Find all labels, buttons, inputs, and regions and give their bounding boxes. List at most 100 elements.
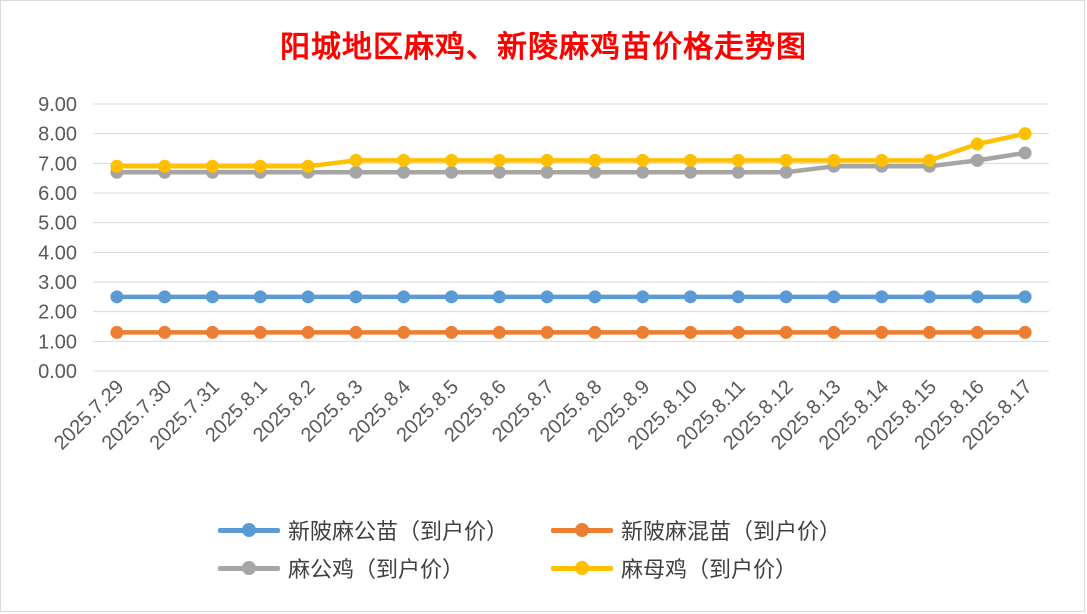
data-point <box>301 325 315 339</box>
data-point <box>684 325 697 339</box>
data-point <box>397 290 411 304</box>
data-point <box>492 325 506 339</box>
data-point <box>731 165 745 179</box>
data-point <box>540 153 554 167</box>
data-point <box>492 290 506 304</box>
data-point <box>445 153 458 167</box>
data-point <box>206 325 219 339</box>
legend-label: 新陂麻混苗（到户价） <box>621 520 842 545</box>
data-point <box>636 325 650 339</box>
data-point <box>492 165 506 179</box>
data-point <box>923 153 936 167</box>
legend-swatch-icon <box>218 520 280 540</box>
series-4 <box>110 127 1032 173</box>
data-point <box>540 325 554 339</box>
data-point <box>492 153 506 167</box>
data-point <box>158 325 172 339</box>
data-point <box>445 165 458 179</box>
legend-item-series-3[interactable]: 麻公鸡（到户价） <box>218 550 464 586</box>
data-point <box>397 153 411 167</box>
y-tick-label: 2.00 <box>38 302 77 324</box>
data-point <box>636 165 650 179</box>
data-point <box>206 290 219 304</box>
y-tick-label: 7.00 <box>38 153 77 175</box>
legend-label: 麻公鸡（到户价） <box>288 558 465 583</box>
legend-label: 新陂麻公苗（到户价） <box>288 520 509 545</box>
series-line <box>114 131 1028 169</box>
data-point <box>253 325 267 339</box>
data-point <box>1018 290 1032 304</box>
data-point <box>110 290 124 304</box>
data-point <box>301 290 315 304</box>
data-point <box>588 290 602 304</box>
data-point <box>875 290 889 304</box>
data-point <box>731 325 745 339</box>
y-tick-label: 8.00 <box>38 124 77 146</box>
data-point <box>875 153 889 167</box>
data-point <box>923 290 936 304</box>
gridlines <box>93 103 1049 372</box>
y-tick-label: 6.00 <box>38 183 77 205</box>
data-point <box>779 153 793 167</box>
legend-item-series-2[interactable]: 新陂麻混苗（到户价） <box>551 512 841 548</box>
data-point <box>397 165 411 179</box>
series-1 <box>110 290 1032 304</box>
y-tick-label: 0.00 <box>38 361 77 383</box>
data-point <box>158 159 172 173</box>
legend-item-series-1[interactable]: 新陂麻公苗（到户价） <box>218 512 508 548</box>
data-point <box>1018 325 1032 339</box>
y-axis-ticks: 0.00 1.00 2.00 3.00 4.00 5.00 6.00 7.00 8.00 9.00 <box>38 94 77 383</box>
data-point <box>779 165 793 179</box>
data-point <box>636 153 650 167</box>
x-axis-ticks: 2025.7.292025.7.302025.7.312025.8.12025.… <box>50 376 1037 454</box>
data-point <box>970 153 984 167</box>
data-point <box>827 290 841 304</box>
data-point <box>731 153 745 167</box>
data-point <box>970 325 984 339</box>
data-point <box>445 325 458 339</box>
data-point <box>540 290 554 304</box>
data-point <box>110 325 124 339</box>
data-point <box>349 165 363 179</box>
data-point <box>827 325 841 339</box>
data-point <box>253 290 267 304</box>
data-point <box>445 290 458 304</box>
data-point <box>1018 127 1032 141</box>
data-point <box>1018 146 1032 160</box>
y-tick-label: 1.00 <box>38 331 77 353</box>
legend-label: 麻母鸡（到户价） <box>621 558 798 583</box>
data-point <box>970 290 984 304</box>
data-point <box>779 290 793 304</box>
legend-swatch-icon <box>551 520 613 540</box>
data-point <box>349 153 363 167</box>
data-point <box>588 325 602 339</box>
data-point <box>588 153 602 167</box>
y-tick-label: 5.00 <box>38 213 77 235</box>
chart-title: 阳城地区麻鸡、新陵麻鸡苗价格走势图 <box>280 30 807 65</box>
data-point <box>301 159 315 173</box>
data-point <box>206 159 219 173</box>
y-tick-label: 3.00 <box>38 272 77 294</box>
data-point <box>684 153 697 167</box>
legend-item-series-4[interactable]: 麻母鸡（到户价） <box>551 550 797 586</box>
series-line <box>114 150 1028 175</box>
legend-swatch-icon <box>218 558 280 578</box>
data-point <box>253 159 267 173</box>
data-point <box>970 137 984 151</box>
y-tick-label: 4.00 <box>38 242 77 264</box>
y-tick-label: 9.00 <box>38 94 77 116</box>
data-point <box>731 290 745 304</box>
legend-swatch-icon <box>551 558 613 578</box>
data-point <box>158 290 172 304</box>
series-lines <box>110 127 1032 339</box>
data-point <box>397 325 411 339</box>
data-point <box>110 159 124 173</box>
data-point <box>636 290 650 304</box>
data-point <box>349 290 363 304</box>
data-point <box>875 325 889 339</box>
series-2 <box>110 325 1032 339</box>
data-point <box>588 165 602 179</box>
data-point <box>684 290 697 304</box>
